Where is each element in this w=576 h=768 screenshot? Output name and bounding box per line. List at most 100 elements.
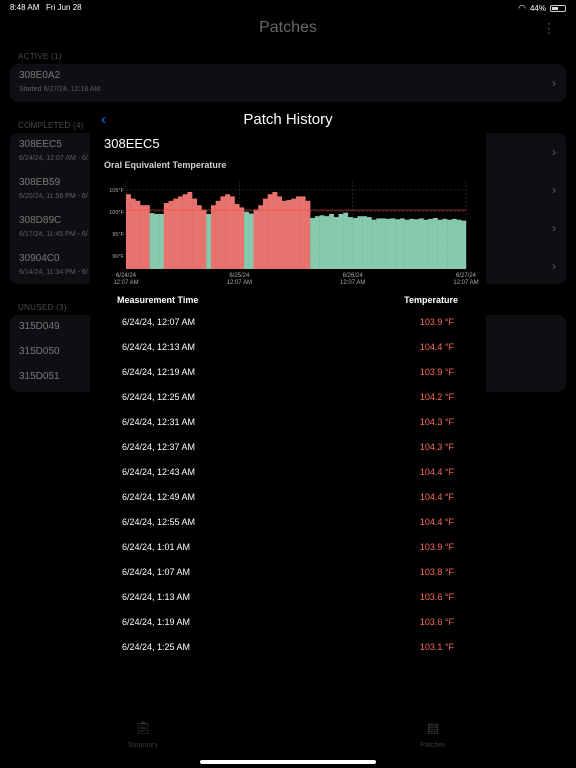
page-title: Patches <box>259 19 317 36</box>
temperature-bar <box>159 214 164 269</box>
temperature-bar <box>234 203 240 269</box>
temperature-bar <box>225 194 231 269</box>
temperature-bar <box>258 205 264 269</box>
status-right: ◠ 44% <box>518 3 566 14</box>
x-tick-label-time: 12:07 AM <box>453 280 478 286</box>
patch-name: 308E0A2 <box>19 70 61 81</box>
temperature-bar <box>437 219 443 269</box>
chevron-right-icon: › <box>552 145 556 159</box>
temperature-bar <box>220 196 226 269</box>
temperature-bar <box>281 200 287 269</box>
temperature-bar <box>192 198 198 269</box>
list-item[interactable]: 308EB59 6/20/24, 11:56 PM - 6/ › <box>10 171 566 209</box>
table-row: 6/24/24, 12:25 AM 104.2 °F <box>90 386 486 411</box>
temperature-bar <box>201 209 207 269</box>
temperature-value: 104.4 °F <box>419 517 454 527</box>
list-item[interactable]: 315D050 <box>10 340 566 365</box>
temperature-bar <box>338 214 344 269</box>
list-item[interactable]: 30904C0 6/14/24, 11:34 PM - 6/ › <box>10 247 566 285</box>
status-bar: 8:48 AM Fri Jun 28 ◠ 44% <box>0 0 576 14</box>
temperature-bar <box>168 200 174 269</box>
temperature-bar <box>206 214 212 269</box>
tab-label: Patches <box>420 742 446 749</box>
temperature-bar <box>149 213 155 269</box>
temperature-bar <box>418 218 424 269</box>
temperature-bar <box>211 205 216 269</box>
measurement-time: 6/24/24, 12:55 AM <box>122 517 196 527</box>
section-label-unused: UNUSED (3) <box>18 303 67 312</box>
table-row: 6/24/24, 12:19 AM 103.9 °F <box>90 361 486 386</box>
temperature-bar <box>173 198 179 269</box>
measurement-time: 6/24/24, 1:13 AM <box>122 592 191 602</box>
temperature-bar <box>286 199 292 269</box>
patch-sub: 6/20/24, 11:56 PM - 6/ <box>19 193 88 200</box>
y-tick-label: 105°F <box>109 188 124 194</box>
tab-summary[interactable]: 📋︎ Summary <box>103 720 183 749</box>
temperature-value: 104.3 °F <box>419 417 454 427</box>
measurement-time: 6/24/24, 12:37 AM <box>122 442 196 452</box>
temperature-bar <box>461 220 467 269</box>
temperature-bar <box>324 216 330 269</box>
temperature-bar <box>347 217 353 269</box>
temperature-bar <box>253 209 259 269</box>
table-row: 6/24/24, 12:55 AM 104.4 °F <box>90 511 486 536</box>
temperature-bar <box>177 196 183 269</box>
list-item[interactable]: 315D051 <box>10 365 566 390</box>
table-row: 6/24/24, 12:49 AM 104.4 °F <box>90 486 486 511</box>
sheet-title: Patch History <box>243 111 333 128</box>
temperature-bar <box>296 196 301 269</box>
temperature-bar <box>300 196 306 269</box>
temperature-bar <box>319 215 325 269</box>
x-tick-label-date: 6/24/24 <box>116 273 137 279</box>
table-row: 6/24/24, 12:07 AM 103.9 °F <box>90 311 486 336</box>
list-item[interactable]: 308D89C 6/17/24, 11:45 PM - 6/ › <box>10 209 566 247</box>
patch-history-sheet: ‹ Patch History 308EEC5 Oral Equivalent … <box>90 103 486 665</box>
temperature-bar <box>357 216 363 269</box>
x-tick-label-time: 12:07 AM <box>340 280 365 286</box>
table-row: 6/24/24, 1:19 AM 103.6 °F <box>90 611 486 636</box>
table-row: 6/24/24, 12:37 AM 104.3 °F <box>90 436 486 461</box>
temperature-bar <box>423 219 429 269</box>
temperature-bar <box>414 219 419 269</box>
patch-name: 308EB59 <box>19 177 61 188</box>
temperature-bar <box>404 219 410 269</box>
temperature-value: 103.8 °F <box>419 567 454 577</box>
temperature-bar <box>314 216 320 269</box>
temperature-bar <box>371 219 377 269</box>
back-chevron-icon[interactable]: ‹ <box>101 111 106 128</box>
list-item[interactable]: 308E0A2 Started 6/27/24, 12:18 AM › <box>10 64 566 102</box>
temperature-bar <box>409 218 415 269</box>
temperature-bar <box>135 200 141 269</box>
temperature-bar <box>130 198 136 269</box>
x-tick-label-date: 6/26/24 <box>343 273 364 279</box>
temperature-value: 104.4 °F <box>419 342 454 352</box>
temperature-value: 103.9 °F <box>419 317 454 327</box>
temperature-value: 104.2 °F <box>419 392 454 402</box>
patch-sub: Started 6/27/24, 12:18 AM <box>19 86 101 93</box>
measurement-time: 6/24/24, 1:07 AM <box>122 567 191 577</box>
measurement-time: 6/24/24, 12:31 AM <box>122 417 196 427</box>
measurement-time: 6/24/24, 12:25 AM <box>122 392 196 402</box>
temperature-bar <box>333 217 339 269</box>
temperature-value: 103.6 °F <box>419 592 454 602</box>
temperature-bar <box>395 219 401 269</box>
patch-name: 315D050 <box>19 346 60 357</box>
temperature-value: 104.4 °F <box>419 467 454 477</box>
list-item[interactable]: 308EEC5 6/24/24, 12:07 AM - 6/ › <box>10 133 566 171</box>
temperature-bar <box>310 217 316 269</box>
patch-name: 308D89C <box>19 215 62 226</box>
table-row: 6/24/24, 12:43 AM 104.4 °F <box>90 461 486 486</box>
home-indicator <box>200 760 376 764</box>
ellipsis-vertical-icon[interactable]: ⋮ <box>542 20 556 36</box>
battery-percent: 44% <box>529 4 546 13</box>
list-item[interactable]: 315D049 <box>10 315 566 340</box>
table-row: 6/24/24, 1:25 AM 103.1 °F <box>90 636 486 661</box>
temperature-bar <box>329 214 334 269</box>
measurement-time: 6/24/24, 12:43 AM <box>122 467 196 477</box>
active-card: 308E0A2 Started 6/27/24, 12:18 AM › <box>10 64 566 102</box>
x-tick-label-date: 6/27/24 <box>456 273 477 279</box>
temperature-bar <box>362 216 368 269</box>
temperature-value: 103.6 °F <box>419 617 454 627</box>
tab-patches[interactable]: ▤ Patches <box>393 720 473 749</box>
table-row: 6/24/24, 1:13 AM 103.6 °F <box>90 586 486 611</box>
